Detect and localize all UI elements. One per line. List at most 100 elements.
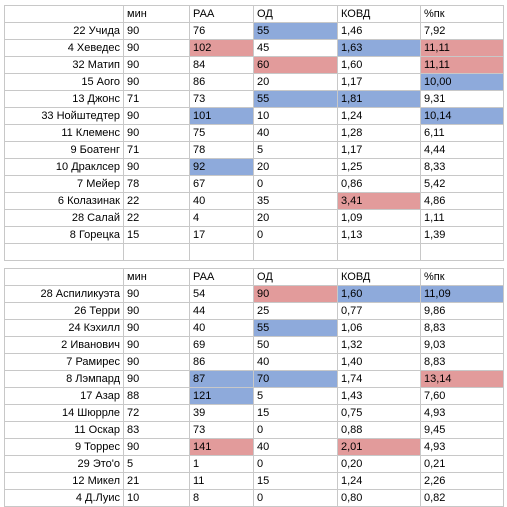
cell-kovd: 1,74 [337,370,421,388]
cell-player-name: 9 Боатенг [4,141,124,159]
cell-pk-percent: 1,39 [420,226,504,244]
cell-pk-percent: 4,86 [420,192,504,210]
cell-raa: 54 [189,285,254,303]
cell-od: 55 [253,319,338,337]
cell-minutes: 90 [123,302,190,320]
cell-minutes: 90 [123,39,190,57]
cell-kovd: 0,75 [337,404,421,422]
cell-od: 20 [253,158,338,176]
column-header-raa: РАА [189,5,254,23]
cell-raa: 17 [189,226,254,244]
table-row: 7 Мейер 78 67 0 0,86 5,42 [4,175,504,193]
table-row: 8 Лэмпард 90 87 70 1,74 13,14 [4,370,504,388]
cell-player-name: 28 Салай [4,209,124,227]
cell-kovd: 1,43 [337,387,421,405]
cell-od: 90 [253,285,338,303]
cell-raa: 67 [189,175,254,193]
table-row: 14 Шюррле 72 39 15 0,75 4,93 [4,404,504,422]
cell-kovd: 1,09 [337,209,421,227]
cell-pk-percent [420,243,504,261]
cell-od [253,243,338,261]
cell-pk-percent: 8,83 [420,353,504,371]
cell-minutes: 22 [123,192,190,210]
cell-kovd: 1,46 [337,22,421,40]
cell-raa: 101 [189,107,254,125]
cell-pk-percent: 4,93 [420,404,504,422]
cell-pk-percent: 0,82 [420,489,504,507]
table-row: 6 Колазинак 22 40 35 3,41 4,86 [4,192,504,210]
header-row: мин РАА ОД КОВД %пк [4,5,504,23]
cell-minutes: 72 [123,404,190,422]
cell-raa: 44 [189,302,254,320]
player-stats-table-2: мин РАА ОД КОВД %пк 28 Аспиликуэта 90 54 90 1,60 1… [4,268,504,507]
cell-kovd: 1,28 [337,124,421,142]
cell-minutes: 90 [123,438,190,456]
cell-od: 0 [253,175,338,193]
cell-minutes: 15 [123,226,190,244]
cell-od: 15 [253,404,338,422]
cell-raa: 76 [189,22,254,40]
cell-minutes: 90 [123,22,190,40]
column-header-player-name [4,5,124,23]
cell-od: 5 [253,387,338,405]
cell-pk-percent: 9,45 [420,421,504,439]
cell-kovd: 1,60 [337,56,421,74]
column-header-kovd: КОВД [337,5,421,23]
column-header-pk-percent: %пк [420,5,504,23]
cell-player-name: 4 Хеведес [4,39,124,57]
cell-kovd: 3,41 [337,192,421,210]
cell-od: 0 [253,489,338,507]
cell-pk-percent: 9,86 [420,302,504,320]
table-row [4,243,504,261]
cell-player-name: 8 Лэмпард [4,370,124,388]
cell-od: 45 [253,39,338,57]
cell-minutes: 71 [123,141,190,159]
table-row: 13 Джонс 71 73 55 1,81 9,31 [4,90,504,108]
cell-minutes: 88 [123,387,190,405]
cell-raa: 75 [189,124,254,142]
cell-player-name: 13 Джонс [4,90,124,108]
cell-od: 70 [253,370,338,388]
cell-kovd: 1,32 [337,336,421,354]
cell-kovd: 1,25 [337,158,421,176]
cell-minutes: 90 [123,319,190,337]
cell-player-name: 8 Горецка [4,226,124,244]
table-row: 15 Аого 90 86 20 1,17 10,00 [4,73,504,91]
cell-pk-percent: 11,11 [420,39,504,57]
cell-minutes: 21 [123,472,190,490]
cell-raa: 73 [189,421,254,439]
cell-pk-percent: 2,26 [420,472,504,490]
cell-player-name: 29 Это'о [4,455,124,473]
cell-kovd: 1,24 [337,107,421,125]
column-header-od: ОД [253,5,338,23]
cell-pk-percent: 4,93 [420,438,504,456]
cell-minutes: 90 [123,107,190,125]
cell-player-name: 12 Микел [4,472,124,490]
cell-od: 40 [253,438,338,456]
cell-pk-percent: 7,92 [420,22,504,40]
cell-minutes: 90 [123,336,190,354]
cell-od: 10 [253,107,338,125]
cell-od: 25 [253,302,338,320]
cell-kovd: 1,13 [337,226,421,244]
table-row: 24 Кэхилл 90 40 55 1,06 8,83 [4,319,504,337]
cell-kovd: 0,88 [337,421,421,439]
cell-od: 0 [253,226,338,244]
cell-minutes: 90 [123,73,190,91]
cell-od: 5 [253,141,338,159]
cell-raa: 78 [189,141,254,159]
cell-player-name: 17 Азар [4,387,124,405]
table-row: 8 Горецка 15 17 0 1,13 1,39 [4,226,504,244]
cell-raa [189,243,254,261]
cell-kovd: 1,17 [337,141,421,159]
cell-pk-percent: 5,42 [420,175,504,193]
cell-minutes: 71 [123,90,190,108]
cell-minutes: 22 [123,209,190,227]
cell-od: 35 [253,192,338,210]
cell-player-name: 2 Иванович [4,336,124,354]
cell-player-name: 14 Шюррле [4,404,124,422]
column-header-player-name [4,268,124,286]
cell-player-name: 11 Клеменс [4,124,124,142]
cell-player-name: 28 Аспиликуэта [4,285,124,303]
cell-pk-percent: 8,83 [420,319,504,337]
